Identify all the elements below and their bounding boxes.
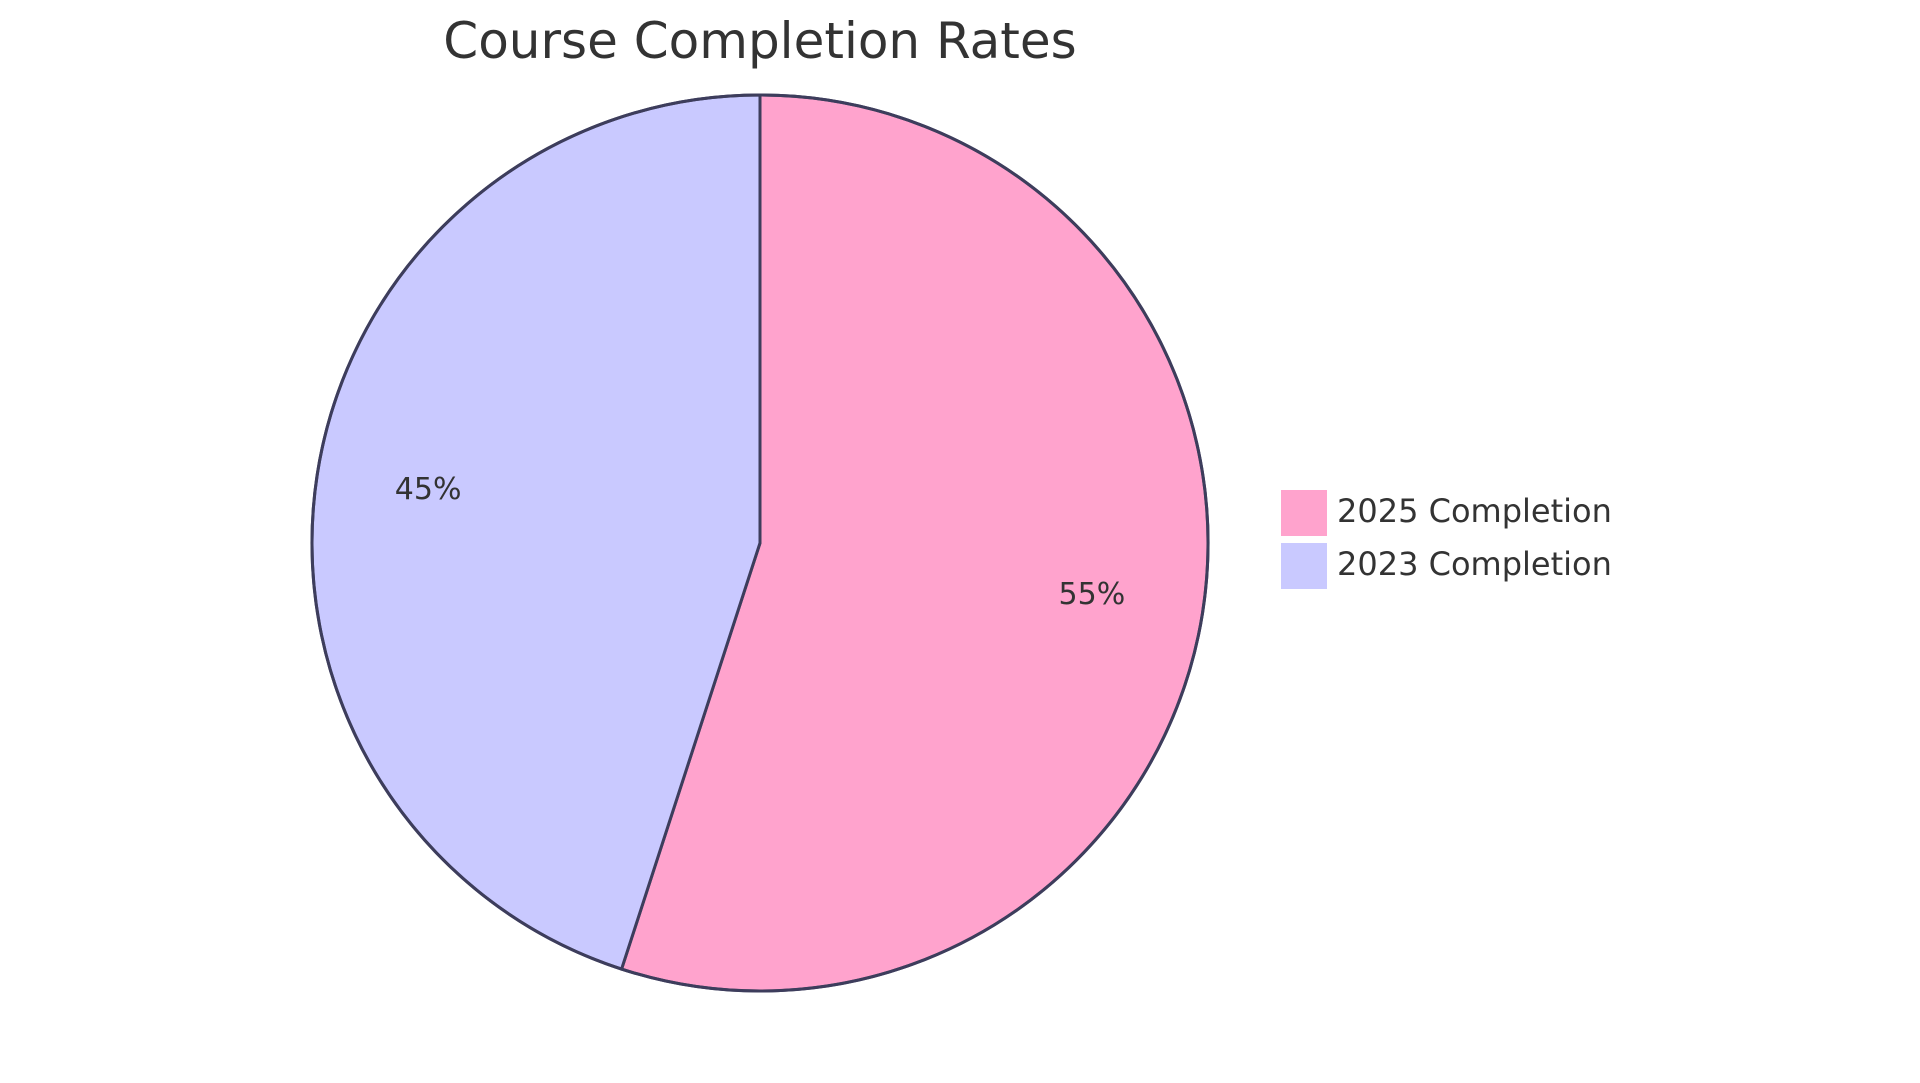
legend-label: 2023 Completion xyxy=(1337,545,1612,583)
pie-slice-labels: 55% 45% xyxy=(395,472,1125,612)
pie-slices xyxy=(310,93,1210,993)
legend: 2025 Completion 2023 Completion xyxy=(1281,490,1612,589)
slice-value-label: 55% xyxy=(1059,577,1126,612)
pie-outline xyxy=(310,93,1210,993)
legend-label: 2025 Completion xyxy=(1337,492,1612,530)
slice-value-label: 45% xyxy=(395,472,462,507)
legend-swatch xyxy=(1281,543,1327,589)
chart-title: Course Completion Rates xyxy=(443,12,1076,70)
legend-swatch xyxy=(1281,490,1327,536)
